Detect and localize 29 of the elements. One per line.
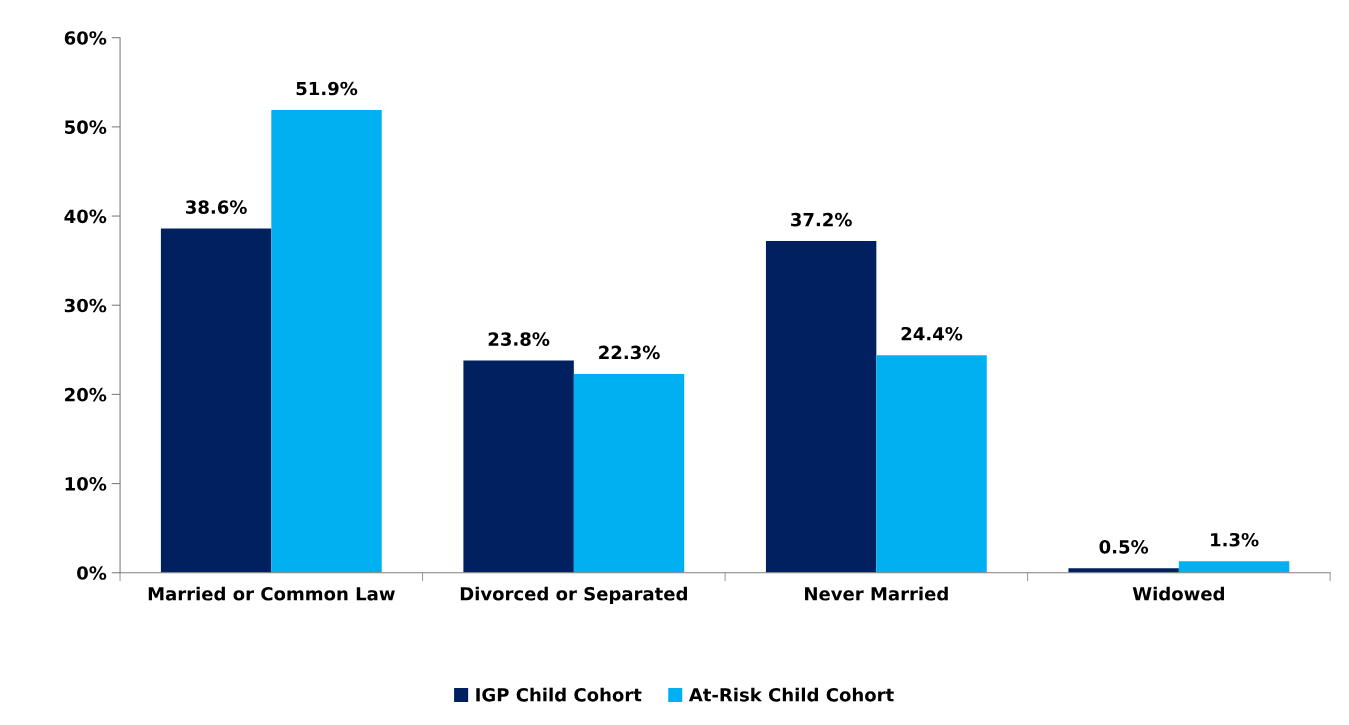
x-tick-label: Widowed (1132, 586, 1224, 601)
data-label: 0.5% (1099, 540, 1149, 554)
x-tick-label: Married or Common Law (148, 586, 395, 601)
data-label: 1.3% (1211, 532, 1259, 547)
x-tick-label: Divorced or Separated (460, 586, 687, 605)
data-label: 23.8% (488, 332, 550, 346)
data-label: 24.4% (901, 326, 963, 341)
y-tick-label: 60% (64, 31, 107, 45)
data-label: 22.3% (599, 345, 660, 360)
data-label: 51.9% (296, 81, 358, 96)
legend-label: At-Risk Child Cohort (688, 687, 894, 702)
bar (271, 109, 382, 573)
data-label: 37.2% (791, 212, 852, 227)
y-tick-label: 0% (77, 566, 107, 580)
y-tick-label: 30% (64, 298, 107, 313)
x-tick-label: Never Married (805, 586, 948, 601)
bar (160, 228, 272, 573)
bar (573, 373, 685, 573)
bar (463, 360, 574, 573)
y-tick-label: 10% (65, 477, 107, 491)
data-label: 38.6% (186, 200, 247, 214)
bar (1178, 561, 1290, 573)
y-tick-label: 40% (64, 209, 107, 224)
bar (765, 241, 877, 573)
legend-label: IGP Child Cohort (476, 687, 642, 702)
bar (1068, 568, 1179, 573)
y-tick-label: 50% (65, 120, 107, 134)
y-tick-label: 20% (65, 387, 107, 402)
bar (876, 355, 987, 573)
